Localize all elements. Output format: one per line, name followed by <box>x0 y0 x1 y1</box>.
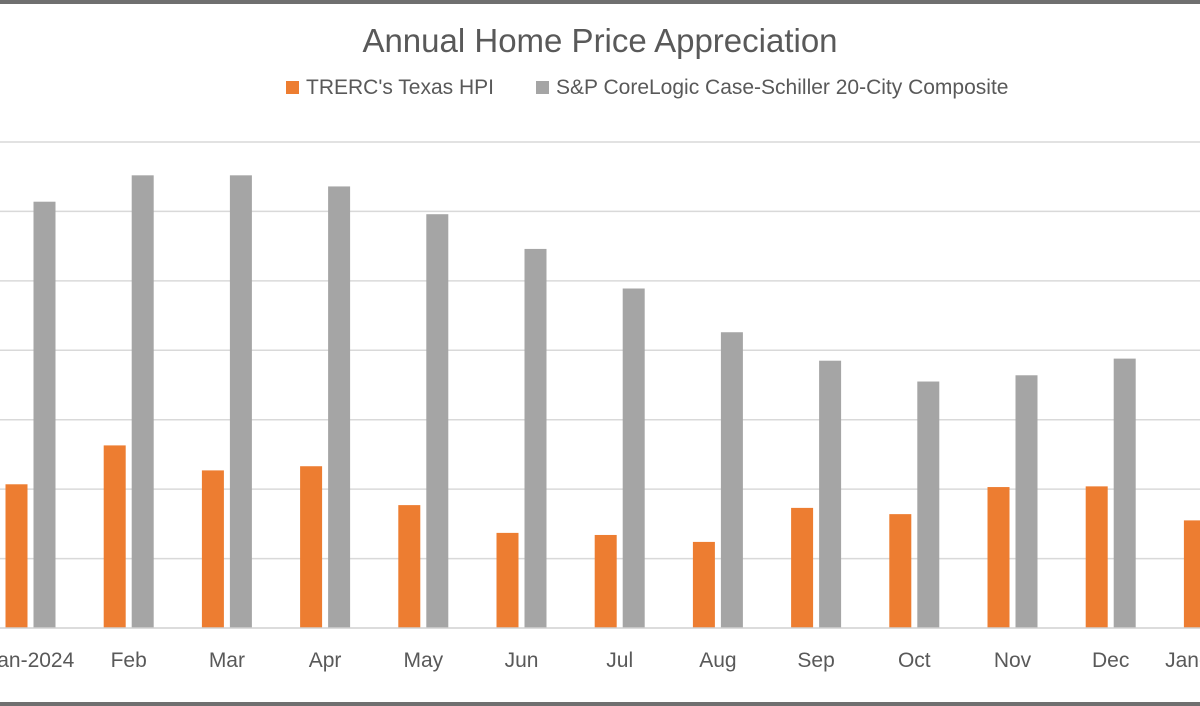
legend: TRERC's Texas HPI S&P CoreLogic Case-Schi… <box>286 76 1008 99</box>
bar-texas-hpi <box>594 534 617 628</box>
x-tick-label: Jan-2024 <box>0 649 75 672</box>
bar-case-shiller <box>426 214 449 628</box>
bar-case-shiller <box>917 381 940 628</box>
legend-swatch <box>286 81 299 94</box>
chart-title: Annual Home Price Appreciation <box>362 22 837 59</box>
x-tick-label: Feb <box>111 649 147 672</box>
bar-case-shiller <box>622 288 645 628</box>
bar-texas-hpi <box>889 514 912 628</box>
x-tick-label: Jan-2025 <box>1165 649 1200 672</box>
bar-texas-hpi <box>398 505 421 628</box>
x-tick-label: May <box>403 649 443 672</box>
x-tick-label: Apr <box>309 649 342 672</box>
chart-frame-bottom <box>0 702 1200 706</box>
bar-case-shiller <box>819 360 842 628</box>
chart-frame-top <box>0 0 1200 4</box>
bar-case-shiller <box>328 186 351 629</box>
bar-texas-hpi <box>496 532 519 628</box>
bar-case-shiller <box>229 175 252 628</box>
x-tick-label: Jun <box>505 649 539 672</box>
legend-label: TRERC's Texas HPI <box>306 76 494 99</box>
bar-texas-hpi <box>791 507 814 628</box>
x-tick-label: Nov <box>994 649 1032 672</box>
bar-texas-hpi <box>300 466 323 628</box>
bar-texas-hpi <box>1085 486 1108 628</box>
bar-case-shiller <box>131 175 154 628</box>
x-tick-label: Aug <box>699 649 736 672</box>
bar-texas-hpi <box>5 484 28 628</box>
bars <box>5 175 1200 629</box>
bar-case-shiller <box>33 201 56 629</box>
bar-case-shiller <box>1113 358 1136 628</box>
bar-texas-hpi <box>1183 520 1200 628</box>
bar-case-shiller <box>524 248 547 629</box>
x-tick-label: Dec <box>1092 649 1129 672</box>
x-tick-label: Mar <box>209 649 245 672</box>
x-tick-label: Oct <box>898 649 931 672</box>
x-tick-label: Sep <box>797 649 834 672</box>
bar-texas-hpi <box>692 541 715 628</box>
x-tick-label: Jul <box>606 649 633 672</box>
bar-case-shiller <box>1015 375 1038 628</box>
bar-case-shiller <box>720 332 743 628</box>
bar-texas-hpi <box>987 487 1010 628</box>
bar-texas-hpi <box>103 445 126 628</box>
x-tick-labels: Jan-2024 Feb Mar Apr May Jun Jul Aug Sep Oct Nov De… <box>0 649 1200 672</box>
legend-label: S&P CoreLogic Case-Schiller 20-City Comp… <box>556 76 1008 99</box>
bar-texas-hpi <box>201 470 224 628</box>
legend-swatch <box>536 81 549 94</box>
